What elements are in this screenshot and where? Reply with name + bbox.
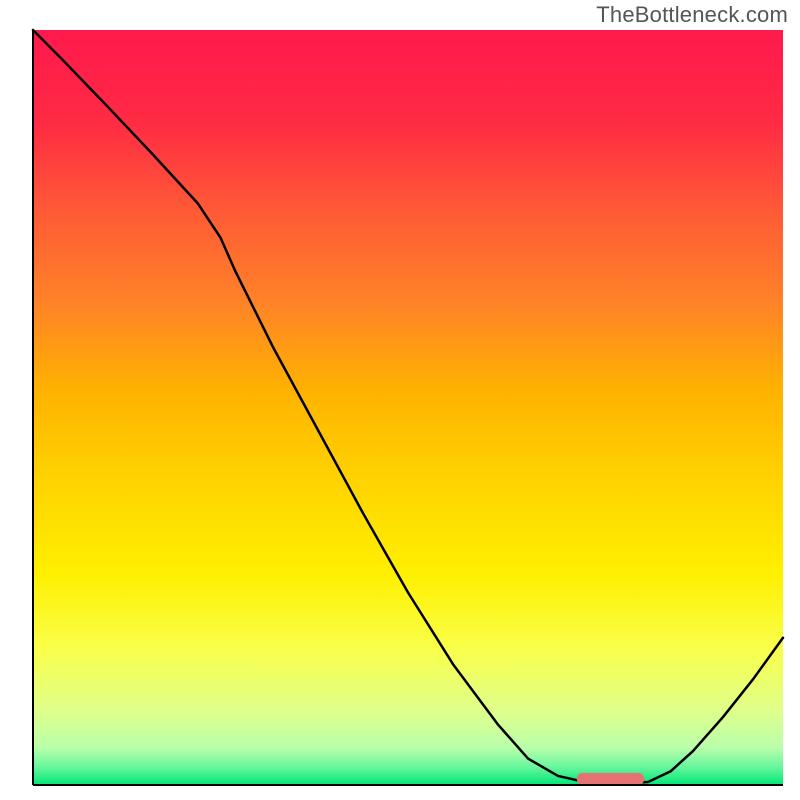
watermark-text: TheBottleneck.com <box>596 2 788 28</box>
optimal-range-marker <box>577 773 645 785</box>
bottleneck-chart <box>0 0 800 800</box>
plot-background <box>33 30 783 785</box>
chart-root: { "meta": { "watermark_text": "TheBottle… <box>0 0 800 800</box>
